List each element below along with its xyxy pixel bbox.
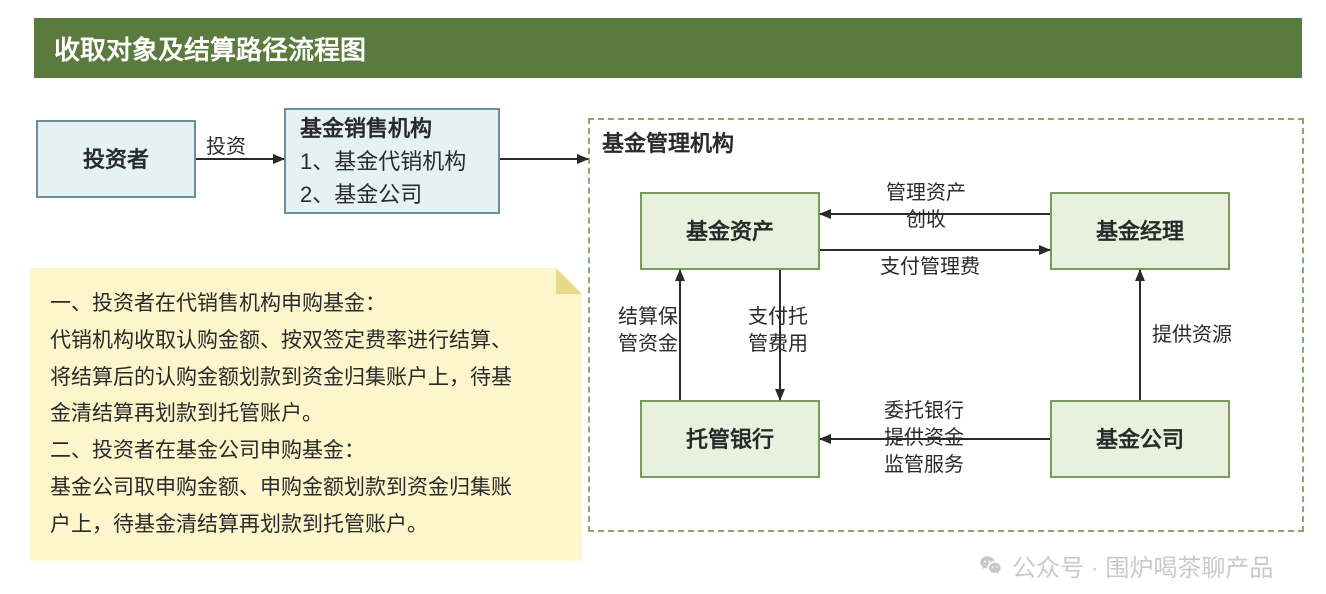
node-sales-org: 基金销售机构 1、基金代销机构 2、基金公司 (284, 108, 500, 214)
node-label: 投资者 (83, 143, 149, 176)
node-label: 基金资产 (686, 215, 774, 248)
watermark-text: 公众号 · 围炉喝茶聊产品 (1012, 548, 1273, 583)
sales-line-2: 2、基金公司 (300, 178, 422, 211)
node-fund-asset: 基金资产 (640, 192, 820, 270)
note-line: 金清结算再划款到托管账户。 (50, 396, 562, 433)
node-fund-manager: 基金经理 (1050, 192, 1230, 270)
edge-label-e7: 委托银行 提供资金 监管服务 (884, 398, 964, 479)
edge-label-e6: 支付托 管费用 (748, 304, 808, 358)
edge-label-e5: 结算保 管资金 (618, 304, 678, 358)
note-line: 二、投资者在基金公司申购基金： (50, 433, 562, 470)
edge-label-e3: 管理资产 创收 (886, 180, 966, 234)
note-line: 户上，待基金清结算再划款到托管账户。 (50, 507, 562, 544)
node-label: 基金经理 (1096, 215, 1184, 248)
edge-label-e8: 提供资源 (1152, 322, 1232, 349)
edge-label-e1: 投资 (206, 134, 246, 161)
sales-title: 基金销售机构 (300, 112, 432, 145)
note-line: 代销机构收取认购金额、按双签定费率进行结算、 (50, 323, 562, 360)
node-custody-bank: 托管银行 (640, 400, 820, 478)
note-line: 基金公司取申购金额、申购金额划款到资金归集账 (50, 470, 562, 507)
edge-label-e4: 支付管理费 (880, 254, 980, 281)
node-label: 基金公司 (1096, 423, 1184, 456)
description-note: 一、投资者在代销售机构申购基金： 代销机构收取认购金额、按双签定费率进行结算、 … (30, 268, 582, 561)
watermark: 公众号 · 围炉喝茶聊产品 (978, 548, 1273, 583)
title-text: 收取对象及结算路径流程图 (54, 30, 366, 67)
flowchart-canvas: 收取对象及结算路径流程图 投资者 基金销售机构 1、基金代销机构 2、基金公司 … (0, 0, 1326, 594)
note-fold-icon (556, 268, 582, 294)
node-fund-company: 基金公司 (1050, 400, 1230, 478)
wechat-icon (978, 553, 1004, 579)
management-region-label: 基金管理机构 (602, 126, 734, 158)
node-investor: 投资者 (36, 120, 196, 198)
node-label: 托管银行 (686, 423, 774, 456)
sales-line-1: 1、基金代销机构 (300, 145, 466, 178)
note-line: 将结算后的认购金额划款到资金归集账户上，待基 (50, 360, 562, 397)
note-line: 一、投资者在代销售机构申购基金： (50, 286, 562, 323)
diagram-title: 收取对象及结算路径流程图 (34, 18, 1302, 78)
